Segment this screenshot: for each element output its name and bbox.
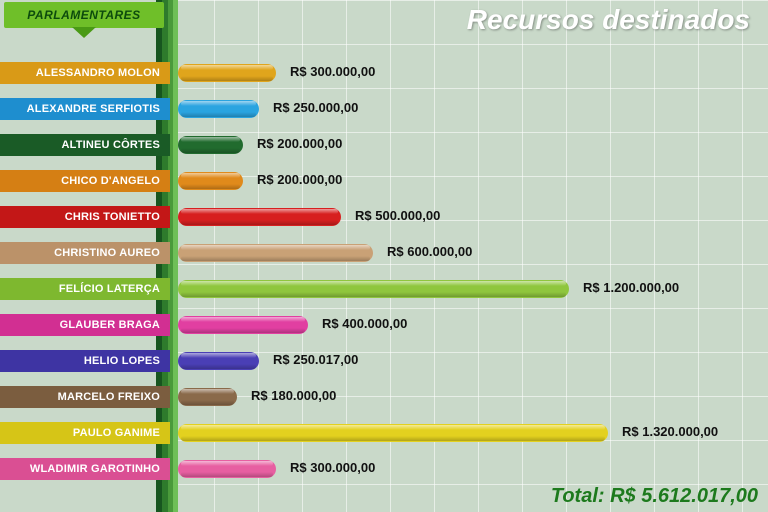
bar (178, 244, 373, 262)
parlamentar-name-tag: ALTINEU CÔRTES (0, 134, 170, 156)
bar-wrap (178, 352, 259, 370)
chart-title: Recursos destinados (467, 4, 750, 36)
bar-value-label: R$ 1.320.000,00 (622, 424, 718, 439)
parlamentar-name-tag: ALEXANDRE SERFIOTIS (0, 98, 170, 120)
bar-wrap (178, 64, 276, 82)
bar (178, 136, 243, 154)
bar (178, 172, 243, 190)
bar-wrap (178, 316, 308, 334)
bar-value-label: R$ 300.000,00 (290, 460, 375, 475)
bar-wrap (178, 280, 569, 298)
parlamentar-name-tag: GLAUBER BRAGA (0, 314, 170, 336)
bar (178, 316, 308, 334)
bar-value-label: R$ 300.000,00 (290, 64, 375, 79)
bar-value-label: R$ 180.000,00 (251, 388, 336, 403)
bar-wrap (178, 244, 373, 262)
parlamentar-name-tag: CHRISTINO AUREO (0, 242, 170, 264)
parlamentar-name-tag: WLADIMIR GAROTINHO (0, 458, 170, 480)
rows-container: ALESSANDRO MOLON R$ 300.000,00 ALEXANDRE S… (0, 56, 768, 488)
parlamentar-row: ALESSANDRO MOLON R$ 300.000,00 (0, 56, 768, 90)
parlamentar-row: ALTINEU CÔRTES R$ 200.000,00 (0, 128, 768, 162)
bar-value-label: R$ 200.000,00 (257, 172, 342, 187)
bar-wrap (178, 208, 341, 226)
bar-value-label: R$ 400.000,00 (322, 316, 407, 331)
bar-value-label: R$ 600.000,00 (387, 244, 472, 259)
bar-value-label: R$ 500.000,00 (355, 208, 440, 223)
bar-wrap (178, 100, 259, 118)
parlamentar-name-tag: MARCELO FREIXO (0, 386, 170, 408)
parlamentar-row: WLADIMIR GAROTINHO R$ 300.000,00 (0, 452, 768, 486)
bar (178, 460, 276, 478)
bar (178, 424, 608, 442)
parlamentar-name-tag: PAULO GANIME (0, 422, 170, 444)
total-label: Total: R$ 5.612.017,00 (551, 485, 758, 508)
bar (178, 280, 569, 298)
parlamentar-name-tag: ALESSANDRO MOLON (0, 62, 170, 84)
chart-stage: PARLAMENTARES Recursos destinados ALESSA… (0, 0, 768, 512)
bar (178, 208, 341, 226)
section-tab: PARLAMENTARES (4, 2, 164, 28)
bar-value-label: R$ 250.000,00 (273, 100, 358, 115)
parlamentar-row: MARCELO FREIXO R$ 180.000,00 (0, 380, 768, 414)
bar-value-label: R$ 250.017,00 (273, 352, 358, 367)
parlamentar-row: PAULO GANIME R$ 1.320.000,00 (0, 416, 768, 450)
parlamentar-row: CHRIS TONIETTO R$ 500.000,00 (0, 200, 768, 234)
parlamentar-row: GLAUBER BRAGA R$ 400.000,00 (0, 308, 768, 342)
bar-wrap (178, 460, 276, 478)
parlamentar-name-tag: CHRIS TONIETTO (0, 206, 170, 228)
bar (178, 100, 259, 118)
parlamentar-row: CHICO D'ANGELO R$ 200.000,00 (0, 164, 768, 198)
section-tab-label: PARLAMENTARES (27, 8, 140, 22)
parlamentar-row: FELÍCIO LATERÇA R$ 1.200.000,00 (0, 272, 768, 306)
parlamentar-row: CHRISTINO AUREO R$ 600.000,00 (0, 236, 768, 270)
parlamentar-name-tag: FELÍCIO LATERÇA (0, 278, 170, 300)
parlamentar-name-tag: HELIO LOPES (0, 350, 170, 372)
parlamentar-row: ALEXANDRE SERFIOTIS R$ 250.000,00 (0, 92, 768, 126)
bar (178, 64, 276, 82)
bar-value-label: R$ 1.200.000,00 (583, 280, 679, 295)
parlamentar-name-tag: CHICO D'ANGELO (0, 170, 170, 192)
bar-wrap (178, 424, 608, 442)
bar-wrap (178, 388, 237, 406)
bar (178, 388, 237, 406)
bar-wrap (178, 136, 243, 154)
bar-value-label: R$ 200.000,00 (257, 136, 342, 151)
parlamentar-row: HELIO LOPES R$ 250.017,00 (0, 344, 768, 378)
bar-wrap (178, 172, 243, 190)
bar (178, 352, 259, 370)
